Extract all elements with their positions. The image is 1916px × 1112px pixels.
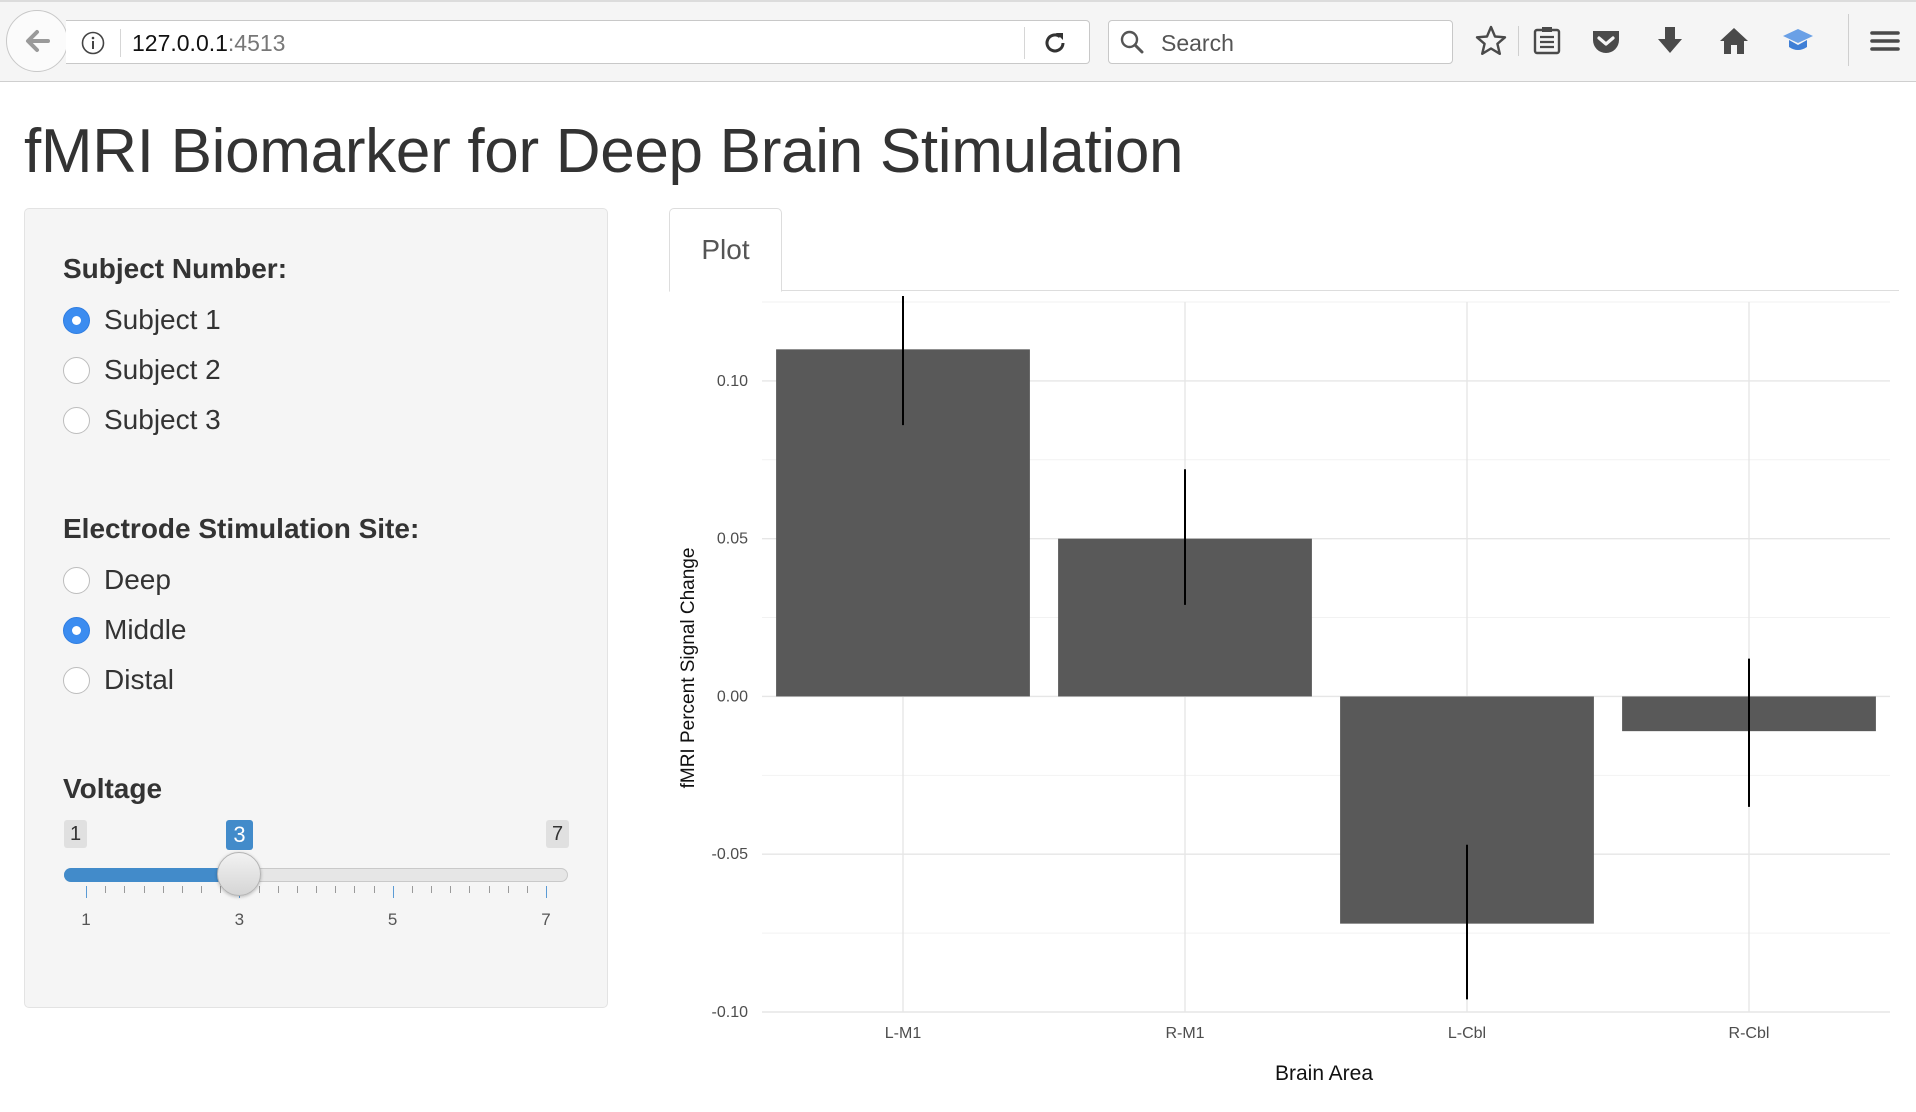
subject-number-label: Subject Number: — [63, 253, 288, 284]
slider-minor-tick — [316, 886, 317, 893]
slider-minor-tick — [143, 886, 145, 893]
tab-border-line — [669, 290, 1899, 291]
slider-minor-tick — [507, 886, 509, 893]
url-divider — [120, 29, 121, 57]
slider-major-tick — [392, 886, 394, 898]
y-tick-label: 0.00 — [717, 688, 748, 705]
radio-site-middle[interactable]: Middle — [63, 613, 186, 647]
slider-minor-tick — [354, 886, 356, 893]
y-tick-label: -0.10 — [712, 1004, 749, 1021]
radio-label: Subject 1 — [104, 304, 221, 335]
x-tick-label: L-M1 — [885, 1025, 922, 1042]
y-tick-label: 0.05 — [717, 531, 748, 548]
slider-tick-label: 1 — [81, 910, 91, 929]
url-bar[interactable]: 127.0.0.1:4513 — [66, 20, 1090, 64]
url-text[interactable]: 127.0.0.1:4513 — [132, 30, 285, 57]
chart-bars — [776, 349, 1876, 924]
home-icon[interactable] — [1715, 22, 1753, 60]
slider-minor-tick — [105, 886, 107, 893]
x-tick-label: L-Cbl — [1448, 1025, 1486, 1042]
slider-value-label: 3 — [226, 820, 253, 850]
slider-max-label: 7 — [546, 820, 570, 848]
slider-minor-tick — [450, 886, 452, 893]
bar-chart: 0.10 0.05 0.00 -0.05 -0.10 L-M1 R-M1 L-Cbl R-Cbl… — [678, 296, 1890, 1085]
voltage-label: Voltage — [63, 773, 163, 804]
reload-icon[interactable] — [1042, 30, 1068, 56]
radio-button[interactable] — [63, 406, 90, 434]
slider-minor-tick — [296, 886, 298, 893]
radio-button[interactable] — [63, 356, 90, 384]
pocket-icon[interactable] — [1587, 22, 1625, 60]
radio-site-deep[interactable]: Deep — [63, 563, 171, 597]
search-placeholder: Search — [1161, 30, 1234, 56]
menu-separator — [1848, 14, 1849, 66]
back-arrow-icon — [26, 30, 50, 52]
y-axis-title: fMRI Percent Signal Change — [678, 548, 699, 789]
radio-button-selected[interactable] — [63, 616, 90, 644]
url-port: :4513 — [227, 30, 286, 56]
radio-label: Middle — [104, 614, 187, 645]
slider-min-label: 1 — [64, 820, 88, 848]
bookmark-star-icon[interactable] — [1472, 22, 1510, 60]
slider-minor-tick — [277, 886, 279, 893]
slider-minor-tick — [373, 886, 375, 893]
y-tick-label: 0.10 — [717, 373, 748, 390]
radio-label: Distal — [104, 664, 175, 695]
slider-major-tick — [546, 886, 547, 898]
page-title: fMRI Biomarker for Deep Brain Stimulatio… — [24, 117, 1184, 186]
radio-subject-1[interactable]: Subject 1 — [63, 303, 221, 337]
reading-list-icon[interactable] — [1528, 22, 1566, 60]
browser-toolbar: 127.0.0.1:4513 Search — [0, 0, 1916, 82]
x-axis-title: Brain Area — [1275, 1062, 1373, 1085]
slider-minor-tick — [526, 886, 528, 893]
download-icon[interactable] — [1651, 22, 1689, 60]
radio-site-distal[interactable]: Distal — [63, 663, 174, 697]
slider-minor-tick — [411, 886, 413, 893]
toolbar-separator — [1518, 26, 1519, 56]
toolbar-top-line — [0, 0, 1916, 2]
slider-fill — [64, 868, 240, 882]
hamburger-menu-icon[interactable] — [1866, 22, 1904, 60]
slider-minor-tick — [258, 886, 260, 893]
radio-button-selected[interactable] — [63, 306, 90, 334]
slider-minor-tick — [181, 886, 183, 893]
slider-minor-tick — [124, 886, 126, 893]
slider-handle[interactable] — [217, 852, 262, 896]
y-tick-label: -0.05 — [712, 846, 749, 863]
slider-minor-tick — [488, 886, 490, 893]
radio-label: Subject 2 — [104, 354, 221, 385]
reload-divider — [1024, 27, 1025, 59]
radio-button[interactable] — [63, 666, 90, 694]
x-tick-label: R-Cbl — [1729, 1025, 1770, 1042]
slider-minor-tick — [431, 886, 432, 893]
slider-tick-label: 3 — [234, 910, 245, 929]
chart-error-bars — [902, 296, 1750, 1000]
back-button[interactable] — [6, 10, 68, 72]
slider-minor-tick — [201, 886, 202, 893]
slider-major-tick — [86, 886, 87, 898]
radio-label: Subject 3 — [104, 404, 221, 435]
info-icon[interactable] — [81, 31, 105, 55]
search-icon — [1120, 30, 1144, 54]
slider-tick-label: 5 — [387, 910, 398, 929]
slider-minor-tick — [469, 886, 471, 893]
url-host: 127.0.0.1 — [132, 30, 228, 56]
electrode-site-label: Electrode Stimulation Site: — [63, 513, 420, 544]
radio-button[interactable] — [63, 566, 90, 594]
search-bar[interactable]: Search — [1108, 20, 1453, 64]
slider-minor-tick — [162, 886, 164, 893]
radio-subject-2[interactable]: Subject 2 — [63, 353, 221, 387]
slider-minor-tick — [220, 886, 222, 893]
extension-icon[interactable] — [1779, 22, 1817, 60]
radio-subject-3[interactable]: Subject 3 — [63, 403, 221, 437]
chart-tick-labels: 0.10 0.05 0.00 -0.05 -0.10 L-M1 R-M1 L-Cbl R-Cbl — [712, 373, 1770, 1042]
slider-tick-label: 7 — [541, 910, 551, 929]
radio-label: Deep — [104, 564, 171, 595]
tab-plot[interactable]: Plot — [669, 208, 782, 292]
slider-minor-tick — [335, 886, 337, 893]
x-tick-label: R-M1 — [1165, 1025, 1204, 1042]
